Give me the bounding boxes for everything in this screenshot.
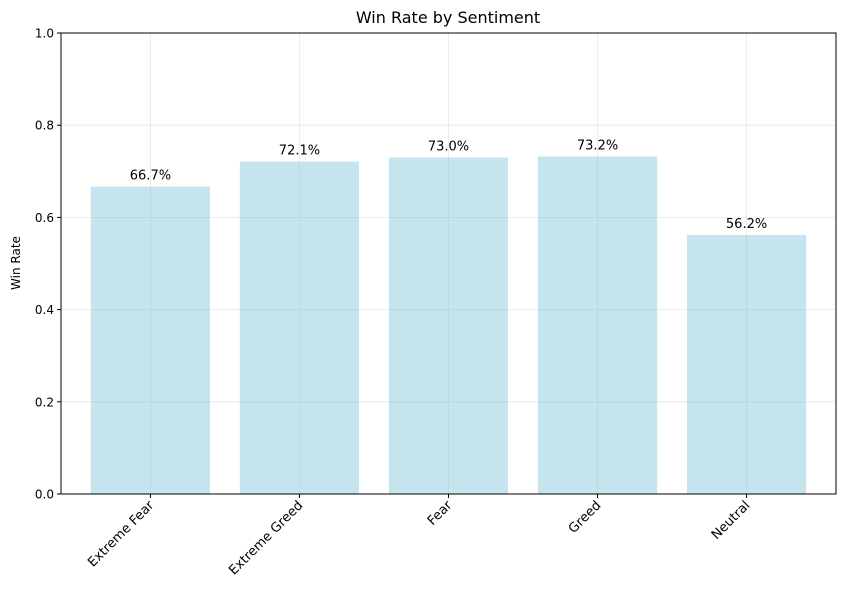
x-tick-label: Extreme Greed [226, 498, 306, 578]
x-axis-ticks: Extreme Fear Extreme Greed Fear Greed Neutra… [85, 494, 753, 578]
bar [239, 161, 360, 494]
plot-area-frame [60, 32, 837, 495]
bar [90, 186, 211, 494]
bar-value-label: 73.2% [577, 139, 618, 154]
y-tick-label: 0.2 [35, 395, 54, 409]
x-tick-label: Greed [566, 498, 604, 536]
y-tick-label: 0.6 [35, 211, 54, 225]
y-tick-label: 0.0 [35, 488, 54, 502]
bar-value-labels: 66.7% 72.1% 73.0% 73.2% 56.2% [130, 139, 767, 232]
bar [686, 234, 807, 494]
bar-value-label: 73.0% [428, 139, 469, 154]
bar-value-label: 72.1% [279, 144, 320, 159]
y-tick-label: 0.8 [35, 119, 54, 133]
bar-value-label: 56.2% [726, 217, 767, 232]
y-axis-ticks: 0.0 0.2 0.4 0.6 0.8 1.0 [35, 27, 61, 502]
bars [90, 156, 807, 494]
y-tick-label: 0.4 [35, 303, 54, 317]
y-tick-label: 1.0 [35, 27, 54, 41]
bar [388, 157, 509, 494]
x-tick-label: Neutral [709, 498, 754, 543]
y-axis-label: Win Rate [9, 236, 23, 290]
x-tick-label: Fear [425, 498, 456, 529]
bar-value-label: 66.7% [130, 169, 171, 184]
bar [537, 156, 658, 494]
x-tick-label: Extreme Fear [85, 498, 158, 571]
chart-title: Win Rate by Sentiment [356, 8, 540, 27]
